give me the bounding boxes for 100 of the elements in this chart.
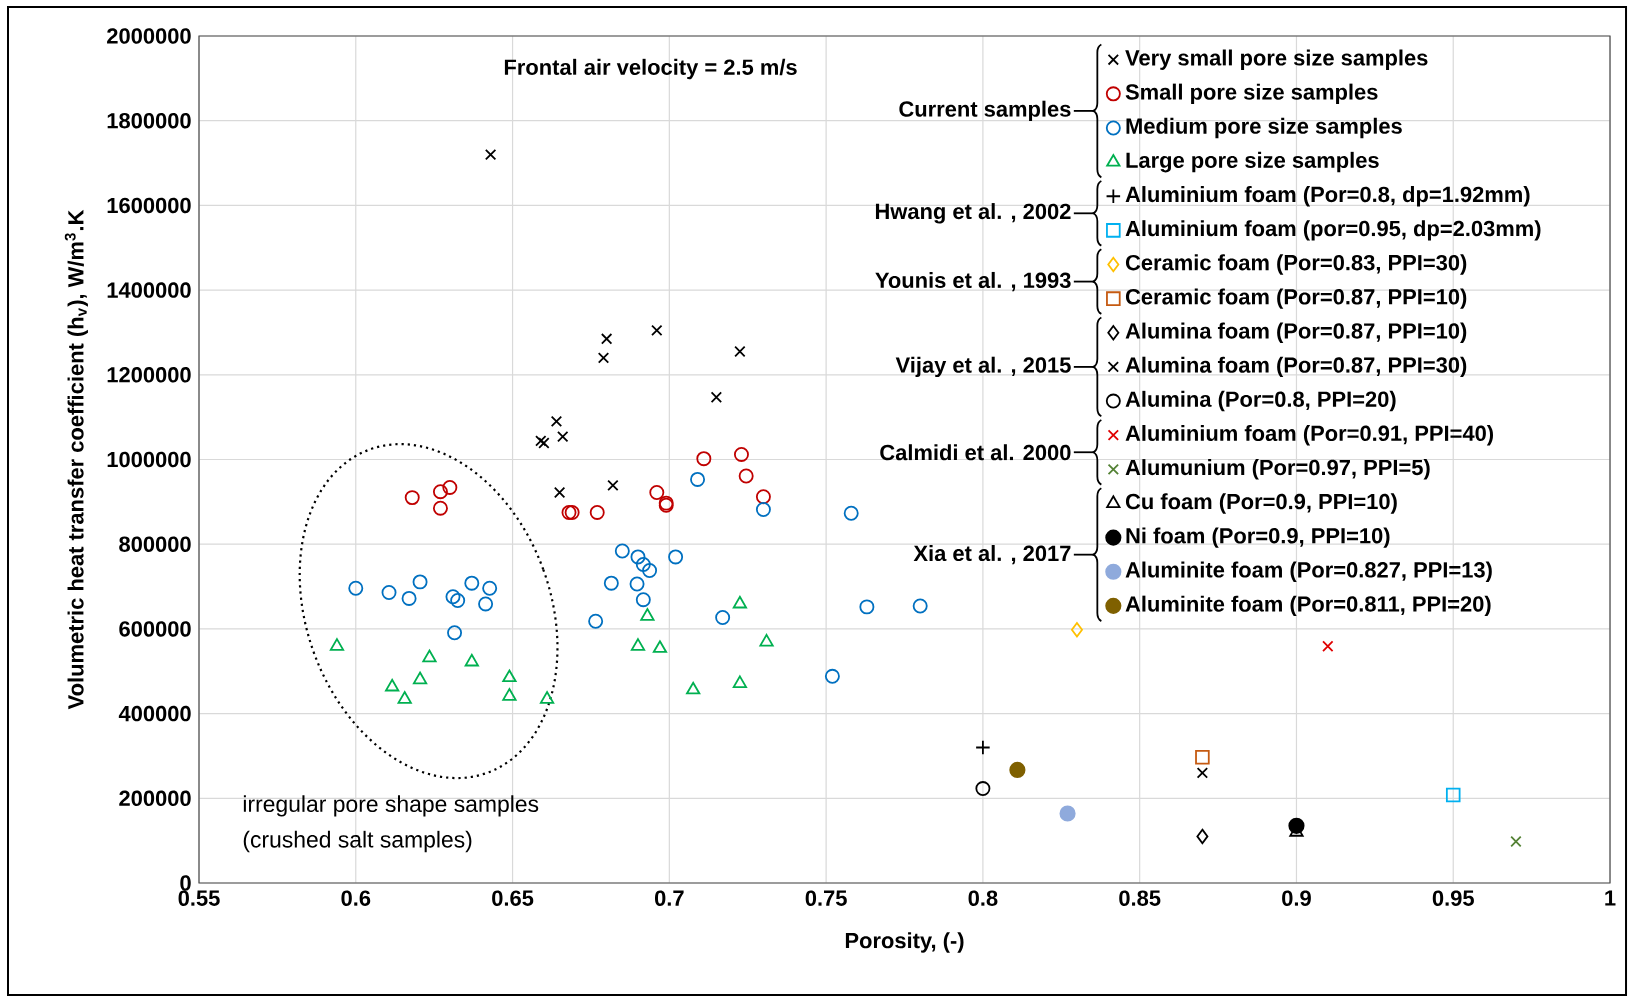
y-tick-label: 1000000 [107, 451, 191, 468]
point [651, 324, 663, 337]
legend-label: Large pore size samples [1126, 151, 1379, 173]
point [478, 596, 494, 612]
legend-label: Ceramic foam (Por=0.87, PPI=10) [1125, 288, 1467, 309]
annotation: Younis et al. , 1993 [875, 271, 1071, 292]
x-tick-label: 0.55 [178, 890, 220, 906]
legend-label: Aluminite foam (Por=0.827, PPI=13) [1125, 561, 1492, 582]
legend-label: Cu foam (Por=0.9, PPI=10) [1125, 493, 1397, 514]
x-tick-label: 0.65 [492, 890, 534, 906]
point [710, 391, 723, 403]
point [397, 691, 412, 704]
y-tick-label: 1600000 [107, 197, 191, 214]
point [447, 625, 463, 641]
x-axis-title: Porosity, (-) [845, 932, 964, 953]
legend-label: Small pore size samples [1125, 83, 1378, 105]
point [600, 333, 613, 345]
y-tick-label: 400000 [118, 705, 191, 722]
point [690, 471, 706, 487]
legend-label: Alumunium (Por=0.97, PPI=5) [1125, 459, 1430, 480]
point [668, 549, 684, 565]
point [859, 599, 875, 615]
point [649, 485, 665, 500]
annotation: (crushed salt samples) [243, 830, 472, 853]
y-tick-label: 1800000 [107, 112, 191, 129]
point [843, 505, 859, 521]
point [557, 430, 569, 443]
x-tick-label: 0.9 [1282, 890, 1311, 906]
point [482, 580, 498, 596]
point [1196, 828, 1209, 845]
legend-label: Aluminium foam (por=0.95, dp=2.03mm) [1125, 220, 1541, 241]
point [1059, 805, 1076, 822]
point [696, 451, 712, 467]
point [732, 595, 747, 609]
point [603, 575, 619, 591]
annotation: irregular pore shape samples [243, 795, 539, 817]
x-tick-label: 0.8 [968, 890, 998, 906]
x-tick-label: 0.85 [1119, 890, 1161, 906]
point [1510, 835, 1522, 848]
point [755, 489, 771, 505]
point [912, 598, 928, 614]
point [759, 633, 774, 647]
y-tick-label: 1200000 [107, 367, 191, 383]
legend-label: Very small pore size samples [1125, 49, 1428, 70]
point [755, 501, 771, 517]
point [734, 345, 746, 358]
point [975, 781, 991, 797]
point [1196, 767, 1209, 779]
point [422, 649, 437, 663]
point [733, 446, 749, 462]
point [1322, 640, 1334, 652]
point [553, 486, 566, 499]
x-tick-label: 0.75 [805, 890, 847, 906]
point [404, 490, 420, 506]
point [381, 585, 397, 600]
point [442, 479, 458, 495]
annotation: Calmidi et al. 2000 [880, 444, 1071, 461]
point [715, 609, 731, 625]
legend-label: Aluminium foam (Por=0.91, PPI=40) [1125, 424, 1494, 446]
annotation: Vijay et al. , 2015 [895, 356, 1071, 378]
legend-label: Alumina foam (Por=0.87, PPI=10) [1125, 322, 1467, 343]
x-tick-label: 0.95 [1432, 890, 1474, 906]
point [401, 590, 417, 606]
legend-label: Alumina (Por=0.8, PPI=20) [1125, 390, 1396, 412]
point [635, 592, 651, 608]
point [1195, 749, 1210, 765]
y-tick-label: 200000 [119, 790, 191, 807]
point [732, 675, 747, 689]
y-tick-label: 600000 [119, 621, 191, 637]
annotation: Xia et al. , 2017 [913, 545, 1071, 565]
y-tick-label: 0 [180, 875, 191, 891]
point [432, 500, 448, 516]
point [484, 148, 497, 161]
point [1445, 787, 1461, 803]
point [445, 589, 461, 605]
point [502, 688, 517, 701]
annotation: Frontal air velocity = 2.5 m/s [504, 58, 797, 80]
annotation: Current samples [899, 100, 1071, 122]
x-tick-label: 0.7 [654, 890, 684, 906]
point [589, 504, 605, 520]
x-tick-label: 0.6 [341, 890, 371, 906]
point [1009, 761, 1026, 778]
y-tick-label: 2000000 [107, 28, 191, 44]
legend-label: Aluminium foam (Por=0.8, dp=1.92mm) [1125, 186, 1530, 207]
y-axis-title: Volumetric heat transfer coefficient (h$_{v}$), W/m$^{3}$.K [64, 209, 88, 710]
y-tick-label: 800000 [119, 536, 191, 552]
point [412, 671, 428, 685]
point [502, 669, 517, 683]
point [329, 638, 345, 651]
point [642, 562, 658, 578]
point [348, 580, 364, 596]
legend-label: Ni foam (Por=0.9, PPI=10) [1126, 527, 1390, 548]
annotation: Hwang et al. , 2002 [875, 203, 1071, 224]
legend-label: Medium pore size samples [1126, 117, 1402, 139]
point [630, 549, 646, 565]
point [629, 576, 645, 592]
point [588, 613, 604, 629]
point [450, 593, 466, 608]
point [975, 739, 991, 756]
point [412, 574, 428, 590]
